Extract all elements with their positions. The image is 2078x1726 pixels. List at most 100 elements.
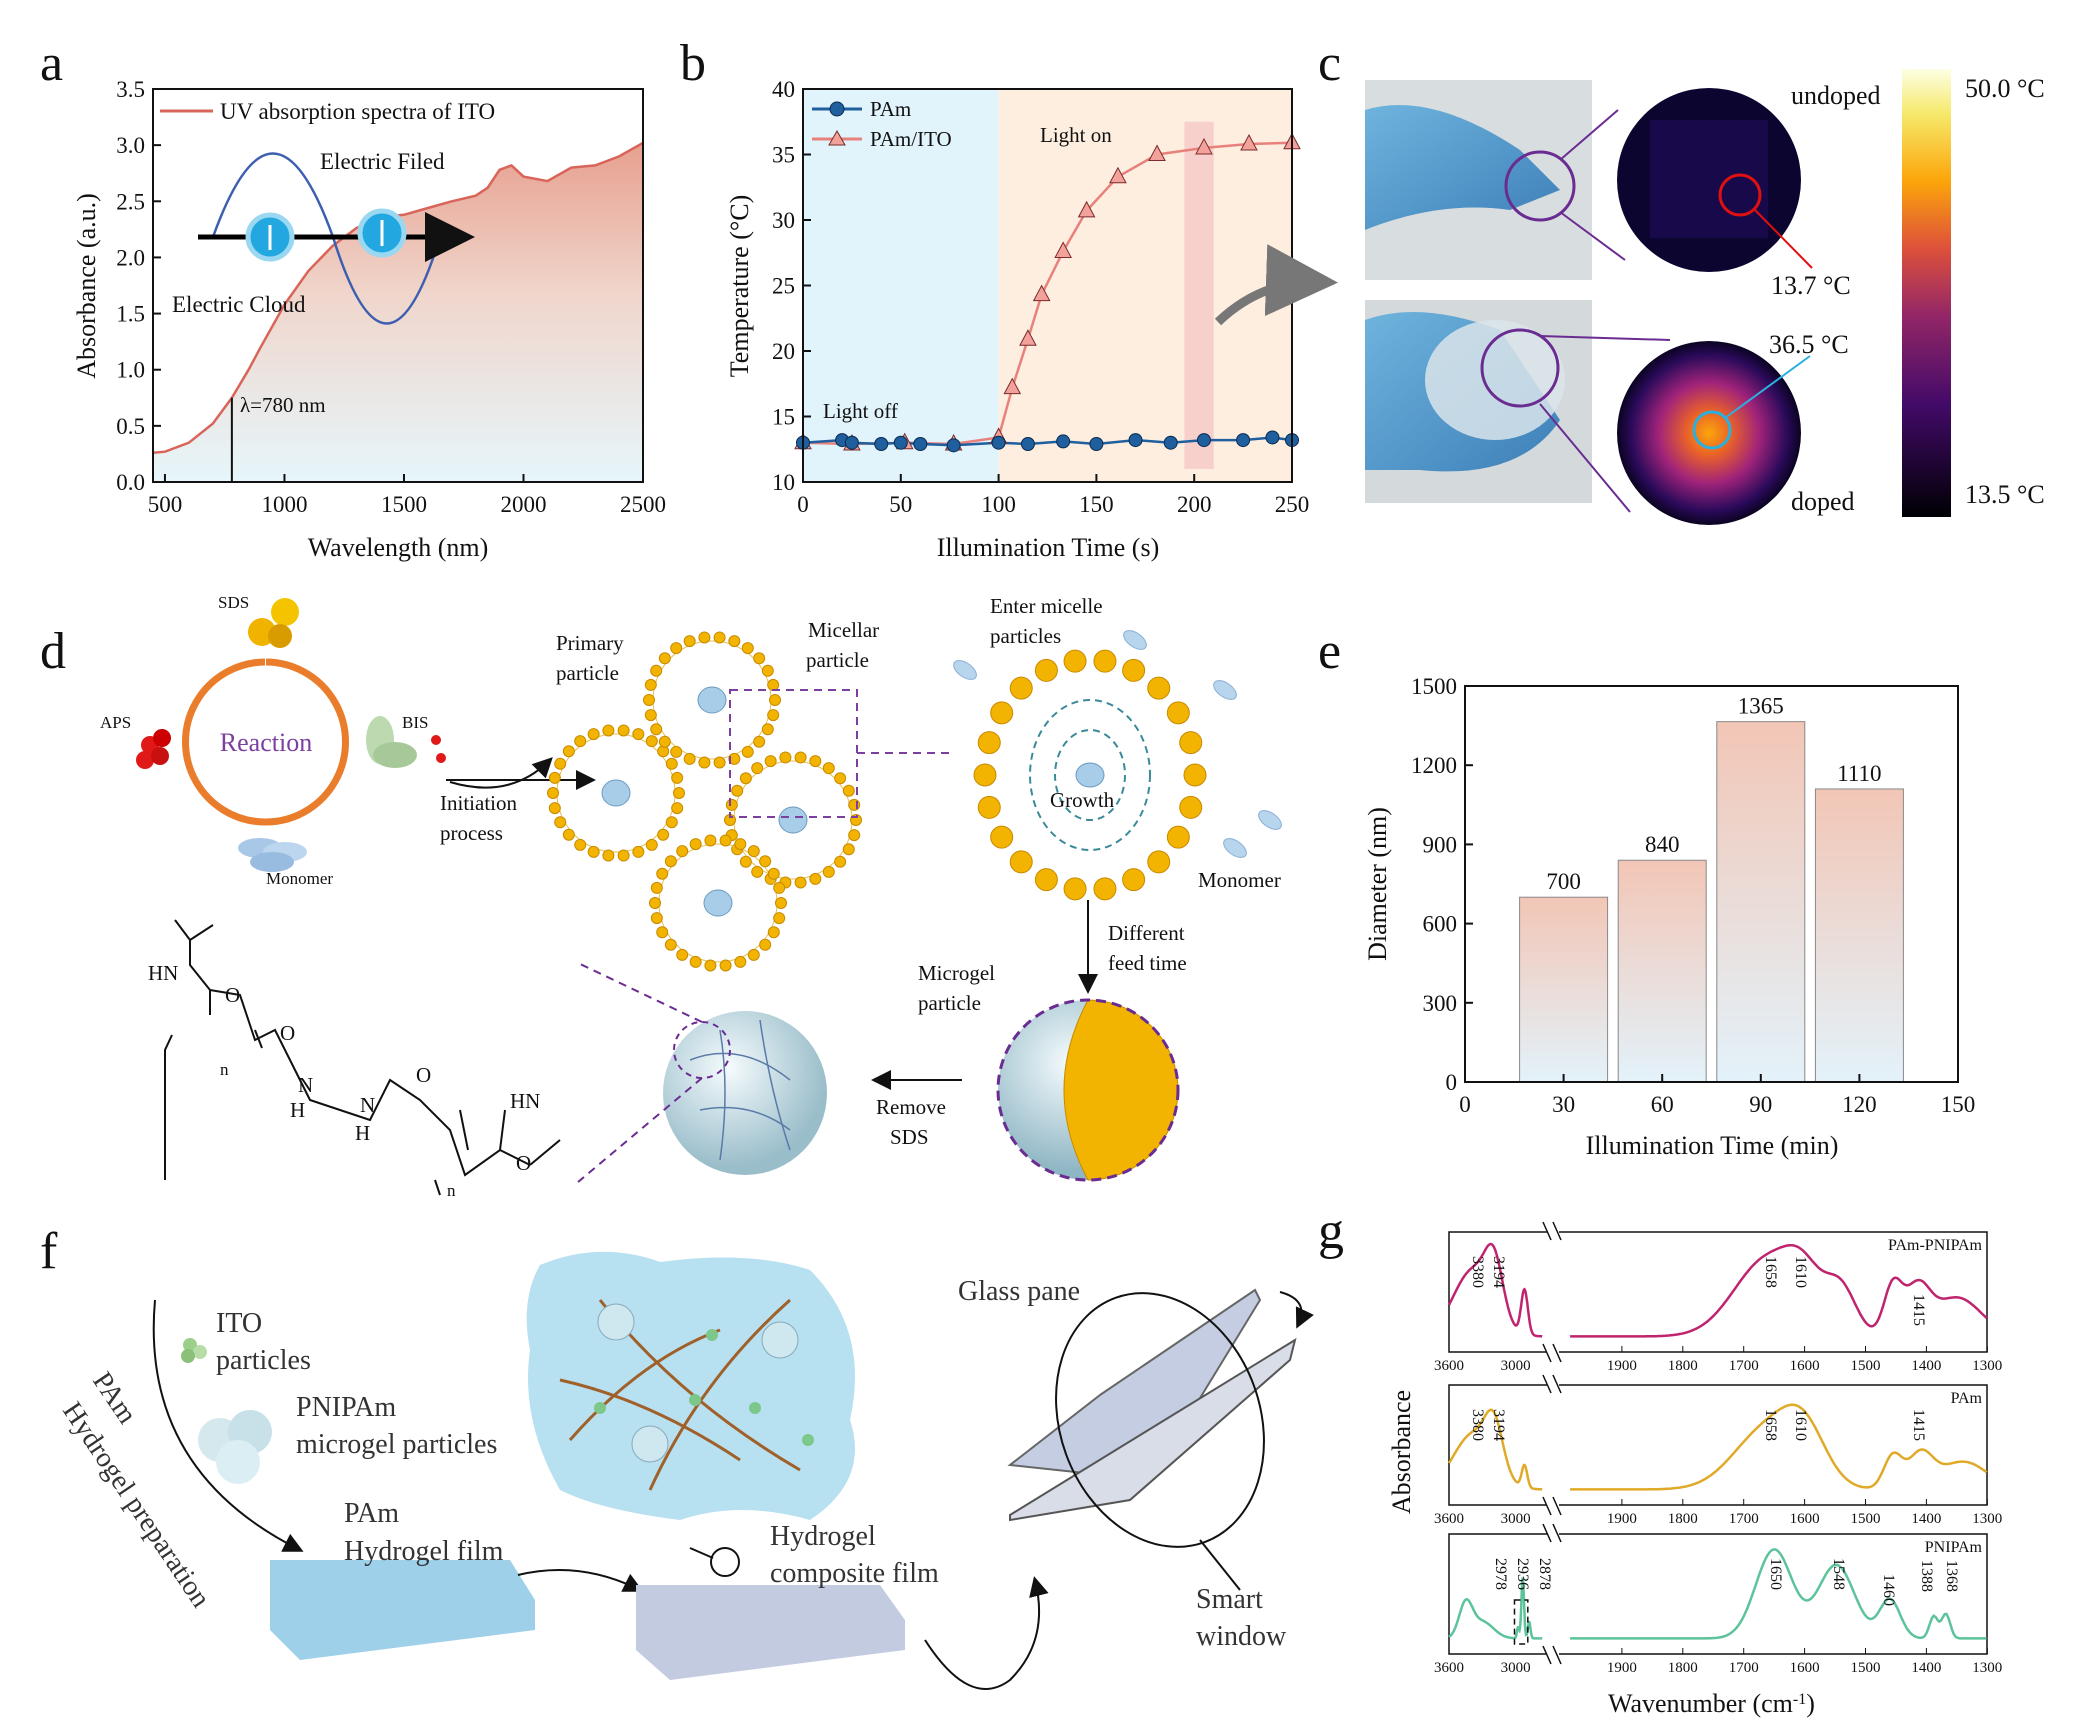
legend-label: UV absorption spectra of ITO	[220, 99, 495, 124]
panel-label-c: c	[1318, 35, 1341, 92]
surfactant-bead	[809, 755, 822, 768]
axis-break-mark	[1542, 1221, 1562, 1363]
primary-particle-label-2: particle	[556, 661, 619, 685]
subplot-frame	[1448, 1533, 1988, 1655]
y-tick-label: 10	[772, 470, 795, 495]
chem-h: H	[290, 1098, 305, 1122]
surfactant-bead	[822, 865, 835, 878]
x-tick-label: 1600	[1790, 1358, 1820, 1374]
bar	[1716, 721, 1806, 1083]
surfactant-bead	[1122, 868, 1146, 892]
data-point-pam-ito	[1077, 200, 1096, 218]
bar-value-label: 700	[1546, 869, 1581, 894]
enter-micelle-label-2: particles	[990, 624, 1061, 648]
panel-f-fabrication-diagram: PAm Hydrogel preparation ITO particles P…	[56, 1251, 1314, 1690]
peak-label: 1388	[1918, 1560, 1935, 1592]
x-tick-label: 1500	[381, 492, 427, 517]
x-tick-label: 200	[1177, 492, 1212, 517]
surfactant-bead	[632, 845, 645, 858]
surfactant-bead	[741, 745, 754, 758]
prep-label-2: Hydrogel preparation	[56, 1397, 216, 1614]
x-axis-title-e: Illumination Time (min)	[1586, 1131, 1839, 1160]
x-tick-label: 1900	[1607, 1660, 1637, 1676]
x-tick-label: 3000	[1501, 1511, 1531, 1527]
surfactant-bead	[704, 834, 717, 847]
peak-label: 2878	[1536, 1558, 1553, 1590]
surfactant-bead	[665, 757, 678, 770]
surfactant-bead	[767, 678, 780, 691]
surfactant-bead	[670, 642, 683, 655]
x-tick-label: 250	[1275, 492, 1310, 517]
monomer-icon	[238, 838, 307, 872]
panel-label-f: f	[40, 1223, 58, 1280]
data-point-pam	[946, 438, 961, 453]
aps-label: APS	[100, 713, 131, 732]
bis-icon	[366, 716, 446, 768]
electric-cloud-label: Electric Cloud	[172, 292, 306, 317]
spectrum-left-PAm	[1447, 1408, 1543, 1491]
bar-value-label: 1110	[1837, 761, 1881, 786]
x-tick-label: 1400	[1911, 1660, 1941, 1676]
x-tick-label: 50	[889, 492, 912, 517]
surfactant-bead	[632, 728, 645, 741]
surfactant-bead	[761, 723, 774, 736]
surfactant-bead	[767, 867, 780, 880]
pam-hydrogel-film	[270, 1560, 535, 1660]
data-point-pam	[1196, 433, 1211, 448]
y-tick-label: 1500	[1411, 674, 1457, 699]
x-tick-label: 120	[1842, 1092, 1877, 1117]
x-tick-label: 1300	[1972, 1358, 2002, 1374]
bar-value-label: 1365	[1738, 694, 1784, 719]
surfactant-bead	[562, 828, 575, 841]
pam-film-label-2: Hydrogel film	[344, 1536, 504, 1567]
peak-label: 1610	[1792, 1409, 1809, 1441]
peak-label: 3194	[1490, 1409, 1507, 1441]
surfactant-bead	[1183, 763, 1207, 787]
surfactant-bead	[643, 694, 655, 706]
surfactant-bead	[769, 694, 781, 706]
plot-frame-e	[1464, 685, 1959, 1083]
surfactant-bead	[548, 802, 561, 815]
surfactant-bead	[775, 897, 787, 909]
panel-label-g: g	[1318, 1203, 1344, 1260]
surfactant-bead	[990, 825, 1014, 849]
x-tick-label: 1900	[1607, 1511, 1637, 1527]
x-tick-label: 500	[148, 492, 183, 517]
y-tick-label: 3.5	[116, 77, 145, 102]
surfactant-bead	[664, 855, 677, 868]
surfactant-bead	[734, 955, 747, 968]
subplot-frame	[1448, 1384, 1988, 1506]
chem-n-2: N	[360, 1093, 375, 1117]
x-tick-label: 30	[1552, 1092, 1575, 1117]
surfactant-bead	[1009, 676, 1033, 700]
ito-label-2: particles	[216, 1345, 311, 1376]
series-label: PAm	[1951, 1390, 1983, 1407]
enter-micelle-label-1: Enter micelle	[990, 594, 1103, 618]
monomer-molecule	[953, 660, 977, 680]
surfactant-bead	[1166, 825, 1190, 849]
micelle-particles	[547, 631, 862, 972]
surfactant-bead	[713, 631, 726, 644]
spectrum-left-PNIPAm	[1448, 1577, 1543, 1640]
plot-frame-a	[152, 88, 644, 483]
surfactant-bead	[751, 865, 764, 878]
peak-label: 1460	[1880, 1574, 1897, 1606]
chem-o: O	[225, 983, 240, 1007]
monomer-molecule	[1123, 630, 1147, 650]
y-tick-label: 1.5	[116, 302, 145, 327]
hydrogel-network	[526, 1251, 855, 1520]
surfactant-bead	[822, 762, 835, 775]
y-tick-label: 15	[772, 405, 795, 430]
data-point-pam-ito	[1019, 329, 1037, 346]
x-tick-label: 100	[981, 492, 1016, 517]
surfactant-bead	[977, 731, 1001, 755]
data-point-pam	[844, 435, 859, 450]
surfactant-bead	[767, 926, 780, 939]
surfactant-bead	[649, 897, 661, 909]
x-tick-label: 3000	[1501, 1358, 1531, 1374]
surfactant-bead	[713, 756, 726, 769]
x-tick-label: 2500	[620, 492, 666, 517]
y-tick-label: 900	[1423, 832, 1458, 857]
x-tick-label: 1800	[1668, 1511, 1698, 1527]
